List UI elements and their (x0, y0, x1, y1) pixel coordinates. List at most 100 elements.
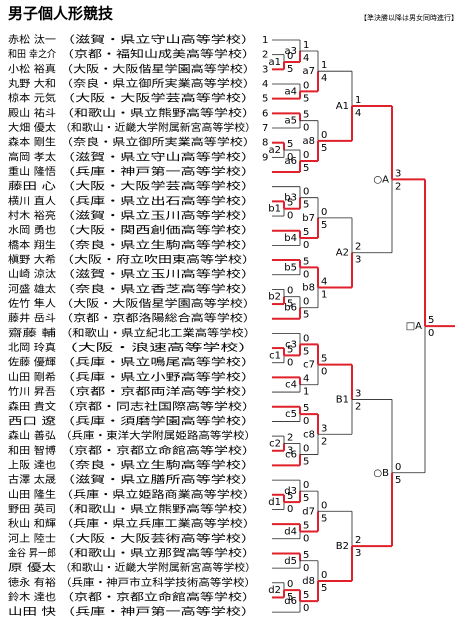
score: 3 (395, 168, 401, 179)
player-name: 森田 貴文 (8, 400, 56, 413)
seed: 6 (262, 108, 268, 119)
score: 0 (303, 603, 309, 614)
player-name: 河盛 雄太 (8, 282, 56, 295)
seed: 5 (262, 94, 268, 105)
score: 0 (303, 480, 309, 491)
score: 0 (287, 504, 293, 515)
player-name: 河上 陸士 (8, 532, 56, 545)
player-school: （大阪・大阪学芸高等学校） (60, 180, 256, 193)
player-name: 和田 幸之介 (8, 48, 56, 61)
score: 1 (303, 40, 309, 51)
player-school: （兵庫・東洋大学附属姫路高等学校） (60, 429, 256, 442)
score: 5 (303, 310, 309, 321)
player-school: （京都・京都洛陽総合高等学校） (60, 312, 256, 325)
player-school: （京都・京都立命館高等学校） (60, 444, 256, 457)
score: 0 (287, 357, 293, 368)
score: 5 (303, 403, 309, 414)
score: 5 (303, 110, 309, 121)
player-school: （大阪・大阪偕星学園高等学校） (60, 297, 256, 310)
score: 5 (287, 64, 293, 75)
player-name: 山田 隆生 (8, 488, 56, 501)
player-name: 大畑 優太 (8, 121, 56, 134)
score: 0 (287, 579, 293, 590)
score: 5 (287, 491, 293, 502)
match-label: b4 (284, 233, 297, 244)
score: 2 (321, 436, 327, 447)
match-label: c8 (303, 429, 315, 440)
score: 5 (303, 590, 309, 601)
score: 4 (321, 277, 327, 288)
score: 5 (395, 475, 401, 486)
player-school: （奈良・県立生駒高等学校） (60, 238, 256, 251)
player-name: 高岡 孝太 (8, 150, 56, 163)
match-label: d4 (284, 526, 297, 537)
score: 3 (355, 255, 361, 266)
match-label: d3 (284, 486, 297, 497)
player-name: 槇野 大希 (8, 253, 56, 266)
score: 0 (303, 240, 309, 251)
player-name: 森本 剛生 (8, 136, 56, 149)
score: 0 (321, 130, 327, 141)
player-school: （和歌山・県立那賀高等学校） (60, 546, 256, 559)
match-label: a6 (285, 156, 298, 167)
score: 1 (355, 95, 361, 106)
score: 2 (287, 432, 293, 443)
player-name: 齋藤 輔 (8, 326, 56, 339)
seed: 4 (262, 79, 268, 90)
match-label: b5 (284, 262, 297, 273)
player-school: （兵庫・県立兵庫工業高等学校） (60, 517, 256, 530)
player-school: （大阪・大阪芸術高等学校） (60, 532, 256, 545)
player-school: （兵庫・県立小野高等学校） (60, 370, 256, 383)
match-label: b6 (284, 303, 297, 314)
match-label: c5 (285, 409, 297, 420)
player-name: 椋本 元気 (8, 92, 56, 105)
score: 0 (321, 207, 327, 218)
player-school: （京都・京都両洋高等学校） (60, 385, 256, 398)
player-school: （滋賀・県立玉川高等学校） (60, 209, 256, 222)
match-label: □A (406, 321, 422, 332)
player-school: （奈良・県立生駒高等学校） (60, 458, 256, 471)
player-name: 野田 英司 (8, 502, 56, 515)
match-label: a2 (269, 145, 282, 156)
player-name: 和田 智博 (8, 444, 56, 457)
player-name: 秋山 和輝 (8, 517, 56, 530)
player-school: （兵庫・須磨学園高等学校） (60, 414, 256, 427)
player-school: （大阪・府立吹田東高等学校） (60, 253, 256, 266)
player-name: 丸野 大和 (8, 77, 56, 90)
score: 0 (303, 563, 309, 574)
score: 0 (303, 333, 309, 344)
score: 4 (303, 374, 309, 385)
player-school: （奈良・県立御所実業高等学校） (60, 136, 256, 149)
score: 5 (287, 299, 293, 310)
match-label: b7 (302, 213, 315, 224)
score: 2 (355, 401, 361, 412)
player-name: 重山 隆悟 (8, 165, 56, 178)
match-label: d6 (284, 596, 297, 607)
player-school: （和歌山・県立熊野高等学校） (60, 502, 256, 515)
match-label: b3 (284, 193, 297, 204)
match-label: a4 (285, 86, 298, 97)
match-label: a3 (285, 46, 298, 57)
player-name: 北岡 玲真 (8, 341, 56, 354)
player-name: 西口 遼 (8, 414, 56, 427)
score: 3 (355, 548, 361, 559)
player-school: （滋賀・県立守山高等学校） (60, 33, 256, 46)
seed: 7 (262, 123, 268, 134)
score: 4 (321, 73, 327, 84)
score: 5 (321, 220, 327, 231)
match-label: b8 (302, 283, 315, 294)
player-name: 徳永 有裕 (8, 576, 56, 589)
score: 5 (321, 583, 327, 594)
match-label: d2 (268, 585, 281, 596)
player-school: （奈良・県立御所実業高等学校） (60, 77, 256, 90)
player-name: 金谷 昇一郎 (8, 546, 56, 559)
player-name: 竹川 昇吾 (8, 385, 56, 398)
player-school: （大阪・関西創価高等学校） (60, 224, 256, 237)
score: 2 (395, 181, 401, 192)
score: 0 (287, 152, 293, 163)
player-school: （兵庫・県立出石高等学校） (60, 194, 256, 207)
score: 3 (287, 445, 293, 456)
match-label: c2 (269, 438, 281, 449)
match-label: a5 (285, 116, 298, 127)
